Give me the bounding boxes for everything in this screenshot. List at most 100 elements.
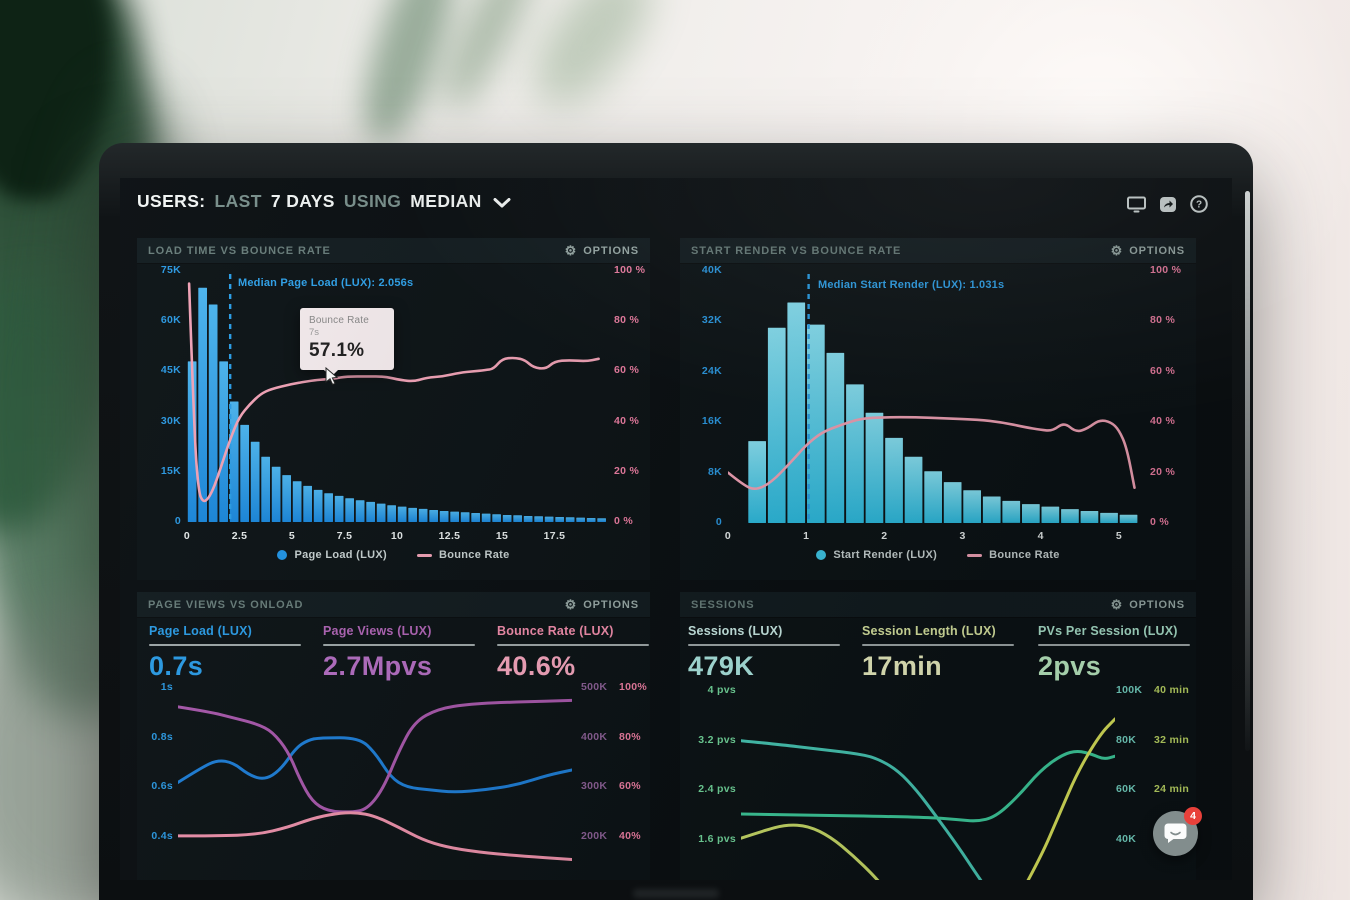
metric-underline — [1038, 644, 1190, 646]
legend-item[interactable]: Start Render (LUX) — [816, 549, 937, 561]
display-icon[interactable] — [1127, 196, 1146, 213]
options-label: OPTIONS — [583, 598, 639, 611]
y-axis-right-sessions: 100K 80K 60K 40K — [1116, 592, 1150, 880]
title-range-label: LAST — [214, 191, 262, 211]
legend-label: Page Load (LUX) — [294, 549, 387, 561]
options-button[interactable]: ⚙ OPTIONS — [1111, 244, 1185, 257]
axis-tick: 16K — [701, 415, 722, 428]
bezel-edge-highlight — [1245, 191, 1250, 751]
axis-tick: 2.5 — [231, 530, 248, 542]
axis-tick: 0 % — [614, 515, 633, 527]
metric-value: 2pvs — [1038, 651, 1102, 681]
panel-title: PAGE VIEWS VS ONLOAD — [148, 598, 304, 611]
metric-label: PVs Per Session (LUX) — [1038, 624, 1178, 638]
axis-tick: 1 — [803, 530, 810, 542]
metric-pvs-per-session: PVs Per Session (LUX) 2pvs — [1038, 624, 1196, 682]
legend-label: Bounce Rate — [989, 549, 1060, 561]
gear-icon: ⚙ — [564, 243, 578, 258]
metric-underline — [149, 644, 301, 646]
axis-tick: 0 — [715, 516, 722, 528]
options-button[interactable]: ⚙ OPTIONS — [565, 244, 639, 257]
axis-tick: 4 — [1037, 530, 1044, 542]
panel-page-views-vs-onload: PAGE VIEWS VS ONLOAD ⚙ OPTIONS Page Load… — [137, 592, 650, 880]
metric-underline — [497, 644, 649, 646]
y-axis-right: 100 % 80 % 60 % 40 % 20 % 0 % — [1150, 238, 1192, 580]
axis-tick: 40 % — [614, 414, 640, 427]
axis-tick: 0 — [183, 530, 191, 542]
tooltip-x-value: 7s — [309, 327, 320, 338]
median-annotation: Median Start Render (LUX): 1.031s — [818, 279, 1005, 291]
svg-text:?: ? — [1196, 200, 1202, 211]
axis-tick: 32K — [701, 314, 722, 327]
axis-tick: 3 — [959, 530, 966, 542]
metric-underline — [688, 644, 840, 646]
chat-launcher[interactable]: 4 — [1153, 807, 1202, 856]
chart-tooltip: Bounce Rate 7s 57.1% — [300, 308, 394, 377]
chat-bubble-icon — [1164, 823, 1187, 843]
axis-tick: 300K — [581, 780, 608, 793]
axis-tick: 0.6s — [151, 780, 173, 793]
axis-tick: 60K — [1116, 783, 1137, 796]
axis-tick: 80K — [1116, 733, 1137, 746]
axis-tick: 24 min — [1154, 783, 1190, 796]
metric-underline — [323, 644, 475, 646]
panel-title: START RENDER VS BOUNCE RATE — [691, 244, 902, 257]
axis-tick: 75K — [160, 264, 181, 276]
axis-tick: 10 — [390, 530, 404, 542]
options-label: OPTIONS — [583, 244, 639, 257]
legend-swatch — [277, 550, 288, 560]
axis-tick: 15K — [160, 464, 181, 477]
axis-tick: 400K — [581, 730, 608, 743]
options-label: OPTIONS — [1129, 244, 1185, 257]
metric-label: Page Load (LUX) — [149, 624, 253, 638]
metric-value: 2.7Mpvs — [323, 651, 433, 681]
legend-label: Bounce Rate — [438, 549, 510, 561]
laptop-brand-area — [633, 889, 719, 898]
axis-tick: 60K — [160, 314, 181, 327]
chart-legend: Page Load (LUX) Bounce Rate — [137, 549, 650, 561]
axis-tick: 5 — [1115, 530, 1122, 542]
legend-label: Start Render (LUX) — [833, 549, 938, 561]
metric-page-views: Page Views (LUX) 2.7Mpvs — [323, 624, 481, 682]
axis-tick: 7.5 — [336, 530, 353, 542]
options-button[interactable]: ⚙ OPTIONS — [1111, 598, 1185, 611]
share-icon[interactable] — [1159, 196, 1177, 213]
metric-label: Page Views (LUX) — [323, 624, 432, 638]
bar-line-plot — [187, 274, 606, 522]
legend-item[interactable]: Bounce Rate — [416, 549, 510, 561]
title-prefix: USERS: — [137, 191, 206, 211]
legend-item[interactable]: Page Load (LUX) — [277, 549, 387, 561]
metric-value: 479K — [688, 651, 755, 681]
chart-legend: Start Render (LUX) Bounce Rate — [680, 549, 1196, 561]
panel-header: START RENDER VS BOUNCE RATE ⚙ OPTIONS — [680, 238, 1196, 264]
panel-start-render-vs-bounce-rate: START RENDER VS BOUNCE RATE ⚙ OPTIONS 40… — [680, 238, 1196, 580]
options-label: OPTIONS — [1129, 598, 1185, 611]
axis-tick: 40K — [701, 264, 722, 276]
axis-tick: 0 % — [1150, 516, 1169, 528]
laptop: USERS: LAST 7 DAYS USING MEDIAN ? LOAD T… — [99, 143, 1253, 900]
help-icon[interactable]: ? — [1190, 195, 1208, 213]
options-button[interactable]: ⚙ OPTIONS — [565, 598, 639, 611]
axis-tick: 45K — [160, 364, 181, 377]
panel-title: SESSIONS — [691, 598, 755, 611]
metric-label: Bounce Rate (LUX) — [497, 624, 614, 638]
legend-item[interactable]: Bounce Rate — [967, 549, 1060, 561]
axis-tick: 2 — [881, 530, 888, 542]
axis-tick: 100 % — [1150, 264, 1182, 276]
metric-page-load: Page Load (LUX) 0.7s — [149, 624, 307, 682]
axis-tick: 8K — [707, 465, 722, 478]
gear-icon: ⚙ — [564, 597, 578, 612]
chevron-down-icon[interactable] — [493, 197, 511, 208]
y-axis-right-bounce: 100% 80% 60% 40% — [619, 592, 649, 880]
y-axis-left: 1s 0.8s 0.6s 0.4s — [139, 592, 173, 880]
panel-title: LOAD TIME VS BOUNCE RATE — [148, 244, 331, 257]
axis-tick: 60% — [619, 780, 641, 793]
tooltip-title: Bounce Rate — [309, 315, 370, 326]
axis-tick: 17.5 — [543, 530, 566, 542]
axis-tick: 3.2 pvs — [698, 733, 736, 746]
axis-tick: 15 — [495, 530, 509, 542]
dashboard-title[interactable]: USERS: LAST 7 DAYS USING MEDIAN — [137, 191, 511, 212]
y-axis-right: 100 % 80 % 60 % 40 % 20 % 0 % — [614, 238, 648, 580]
y-axis-left: 40K 32K 24K 16K 8K 0 — [682, 238, 722, 580]
